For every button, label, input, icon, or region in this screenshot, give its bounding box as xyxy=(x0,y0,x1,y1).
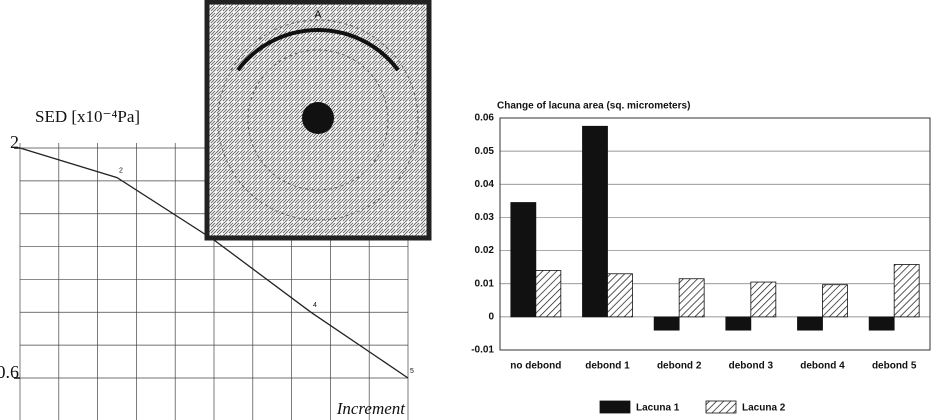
bar xyxy=(678,278,705,318)
point-label: 2 xyxy=(119,167,123,174)
x-tick-label: debond 3 xyxy=(729,361,774,372)
legend-label: Lacuna 2 xyxy=(742,403,786,414)
x-tick-label: debond 5 xyxy=(872,361,917,372)
debond-arc xyxy=(236,28,400,72)
inset-label: A xyxy=(315,10,322,21)
x-tick-label: debond 1 xyxy=(585,361,630,372)
lacuna xyxy=(302,102,334,134)
y-tick-label: 0.01 xyxy=(475,278,495,289)
bar xyxy=(750,281,777,318)
y-tick-label: 0.02 xyxy=(475,245,495,256)
mesh-ring xyxy=(217,19,419,221)
x-tick-label: no debond xyxy=(510,361,561,372)
bar xyxy=(725,316,752,331)
bar xyxy=(653,316,680,331)
bar xyxy=(582,125,608,318)
bar xyxy=(893,264,920,318)
bar xyxy=(797,316,823,331)
bar xyxy=(607,273,633,318)
legend-swatch xyxy=(705,400,737,414)
point-label: 4 xyxy=(313,302,317,309)
y-tick-label: 2 xyxy=(10,132,19,152)
legend-swatch xyxy=(599,400,631,414)
chart-title: Change of lacuna area (sq. micrometers) xyxy=(497,101,690,112)
x-tick-label: debond 4 xyxy=(800,361,845,372)
legend-label: Lacuna 1 xyxy=(636,403,680,414)
inset-image: A xyxy=(204,0,432,241)
bar xyxy=(822,284,848,318)
bar xyxy=(868,316,895,331)
x-tick-label: debond 2 xyxy=(657,361,702,372)
y-tick-label: 0 xyxy=(488,311,494,322)
y-tick-label: 0.05 xyxy=(475,146,495,157)
bar-chart: Change of lacuna area (sq. micrometers) -… xyxy=(471,101,931,414)
mesh-ring xyxy=(247,49,389,191)
bar xyxy=(510,202,537,318)
y-tick-label: -0.01 xyxy=(471,345,494,356)
y-tick-label: 0.04 xyxy=(475,179,495,190)
point-label: 5 xyxy=(410,368,414,375)
y-axis-label: SED [x10⁻⁴Pa] xyxy=(35,107,140,126)
y-tick-label: 0.03 xyxy=(475,212,495,223)
bar xyxy=(535,270,562,318)
x-axis-label: Increment xyxy=(336,399,407,418)
y-tick-label: 0.06 xyxy=(475,113,495,124)
y-tick-label: 0.6 xyxy=(0,362,19,382)
plot-frame xyxy=(499,117,931,351)
